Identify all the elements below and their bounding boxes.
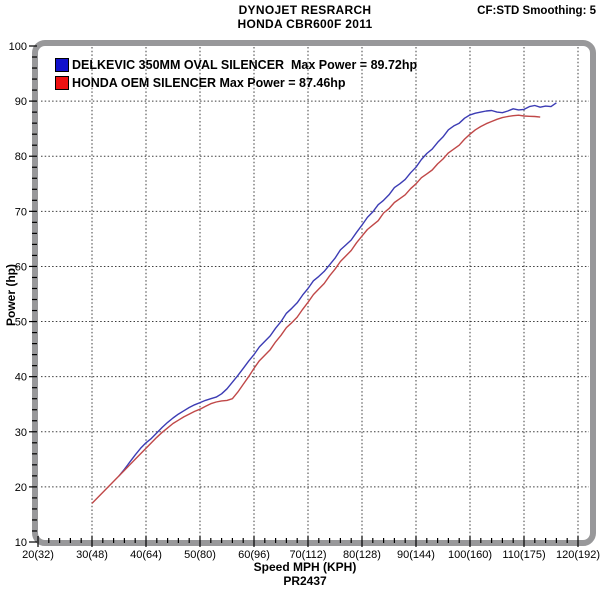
y-axis-title: Power (hp) [4, 264, 18, 326]
x-axis-ticks [37, 536, 579, 547]
svg-text:90: 90 [15, 96, 27, 108]
svg-text:100: 100 [9, 41, 27, 53]
power-curve-delkevic [118, 102, 557, 477]
svg-text:100(160): 100(160) [448, 549, 492, 561]
legend-item-honda-oem: HONDA OEM SILENCER Max Power = 87.46hp [55, 74, 417, 92]
title-line-1: DYNOJET RESRARCH [238, 3, 372, 17]
y-axis-ticks [29, 45, 37, 543]
gridlines [41, 47, 589, 540]
power-curve-honda-oem [91, 114, 541, 504]
smoothing-label: CF:STD Smoothing: 5 [477, 5, 596, 17]
chart-legend: DELKEVIC 350MM OVAL SILENCER Max Power =… [55, 56, 417, 92]
svg-text:90(144): 90(144) [397, 549, 435, 561]
svg-text:110(175): 110(175) [502, 549, 545, 561]
svg-text:20(32): 20(32) [22, 549, 54, 561]
svg-text:60: 60 [15, 261, 27, 273]
x-axis-title: Speed MPH (KPH) [253, 560, 357, 574]
svg-text:40: 40 [15, 372, 27, 384]
svg-text:60(96): 60(96) [238, 549, 270, 561]
legend-label: HONDA OEM SILENCER Max Power = 87.46hp [72, 76, 346, 90]
x-axis-tick-labels: 20(32) 30(48) 40(64) 50(80) 60(96) 70(112) 80(… [22, 549, 600, 561]
svg-text:10: 10 [15, 537, 27, 549]
y-axis-tick-labels: 10 20 30 40 50 60 70 80 90 100 [9, 41, 27, 549]
svg-text:50(80): 50(80) [184, 549, 216, 561]
svg-text:80: 80 [15, 151, 27, 163]
legend-swatch [55, 76, 69, 90]
page-title: DYNOJET RESRARCH HONDA CBR600F 2011 [10, 3, 600, 31]
svg-text:70(112): 70(112) [289, 549, 326, 561]
title-line-2: HONDA CBR600F 2011 [237, 17, 373, 31]
run-id: PR2437 [283, 574, 327, 588]
svg-text:80(128): 80(128) [343, 549, 381, 561]
legend-item-delkevic: DELKEVIC 350MM OVAL SILENCER Max Power =… [55, 56, 417, 74]
svg-text:20: 20 [15, 482, 27, 494]
svg-text:40(64): 40(64) [130, 549, 162, 561]
svg-text:120(192): 120(192) [556, 549, 600, 561]
svg-text:30(48): 30(48) [76, 549, 108, 561]
legend-label: DELKEVIC 350MM OVAL SILENCER Max Power =… [72, 58, 418, 72]
svg-text:50: 50 [15, 317, 27, 329]
legend-swatch [55, 58, 69, 72]
svg-text:70: 70 [15, 206, 27, 218]
svg-text:30: 30 [15, 427, 27, 439]
